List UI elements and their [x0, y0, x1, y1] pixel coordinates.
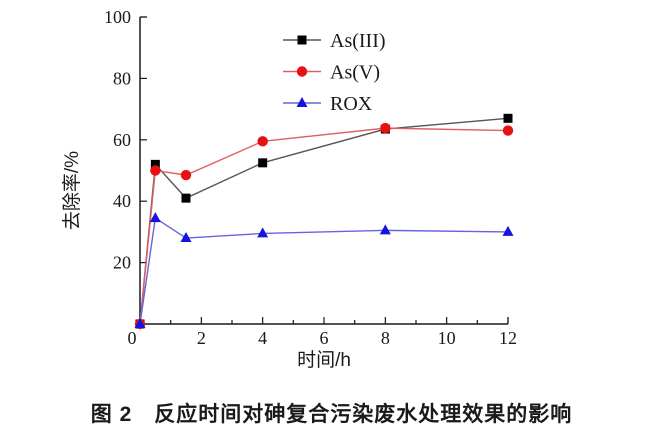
- x-tick-label: 10: [438, 328, 456, 348]
- x-axis-label: 时间/h: [297, 349, 351, 371]
- x-tick-label: 12: [499, 328, 517, 348]
- series-1-point: [150, 165, 161, 176]
- x-tick-label: 0: [128, 328, 137, 348]
- x-tick-label: 6: [320, 328, 329, 348]
- series-1-point: [502, 125, 514, 136]
- series-1-line: [139, 127, 509, 325]
- legend-label: As(III): [330, 30, 386, 52]
- y-axis-label: 去除率/%: [61, 151, 83, 230]
- legend-label: As(V): [330, 62, 380, 84]
- series-0-point: [181, 193, 191, 203]
- legend-marker: [297, 35, 307, 45]
- legend-label: ROX: [330, 93, 373, 115]
- legend-marker: [296, 97, 308, 107]
- x-tick-label: 8: [381, 328, 390, 348]
- line-chart: 20 40 60 80 100 0 2 4 6 8 10 12 时间/h 去除率/% As(III) As(V…: [61, 7, 517, 371]
- legend-marker: [296, 66, 308, 77]
- series-2-line: [139, 216, 509, 325]
- y-tick-label: 80: [113, 68, 131, 88]
- series-2-point: [149, 212, 161, 223]
- series-2-point: [502, 225, 514, 236]
- series-0-point: [503, 113, 513, 123]
- series-2-point: [180, 232, 192, 243]
- series-2-point: [379, 224, 391, 235]
- series-1-point: [257, 136, 268, 147]
- series-1-point: [180, 169, 192, 181]
- y-tick-label: 40: [113, 191, 131, 211]
- y-tick-label: 60: [113, 130, 131, 150]
- x-tick-label: 2: [197, 328, 206, 348]
- series-2-point: [257, 227, 269, 238]
- series-0-point: [258, 158, 268, 168]
- series-1-point: [380, 122, 391, 134]
- y-tick-label: 20: [113, 253, 131, 273]
- series-0-line: [139, 117, 509, 325]
- series-0-point: [150, 159, 160, 169]
- x-tick-label: 4: [258, 328, 267, 348]
- series-2-point: [134, 318, 146, 328]
- figure-caption: 图 2 反应时间对砷复合污染废水处理效果的影响: [90, 403, 573, 426]
- y-tick-label: 100: [104, 7, 131, 27]
